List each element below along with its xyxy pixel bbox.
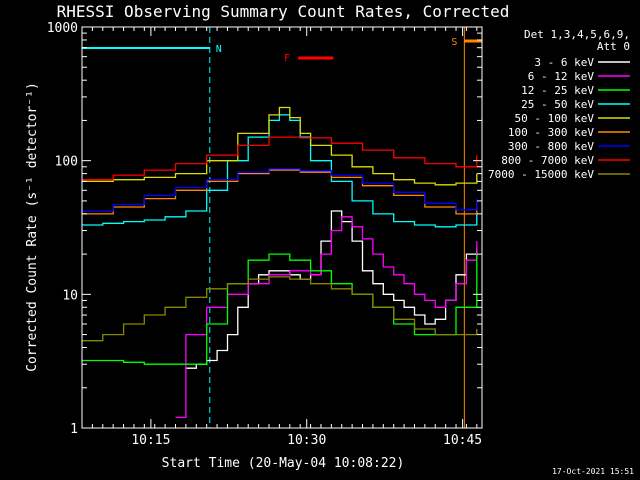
- y-tick-label: 1: [70, 422, 78, 437]
- x-tick-label: 10:45: [443, 433, 482, 448]
- saa-label: S: [451, 37, 457, 48]
- legend-label: 3 - 6 keV: [534, 56, 594, 69]
- legend-label: 25 - 50 keV: [521, 98, 594, 111]
- legend-label: 300 - 800 keV: [508, 140, 594, 153]
- legend-label: 800 - 7000 keV: [501, 154, 594, 167]
- x-tick-label: 10:15: [131, 433, 170, 448]
- plot-area: [82, 27, 482, 428]
- legend-entry: 12 - 25 keV: [521, 84, 630, 97]
- legend-label: 7000 - 15000 keV: [488, 168, 594, 181]
- legend-entry: 3 - 6 keV: [534, 56, 630, 69]
- flare-label: F: [284, 53, 290, 64]
- legend-label: 6 - 12 keV: [528, 70, 595, 83]
- legend-entry: 800 - 7000 keV: [501, 154, 630, 167]
- series-line-6-12keV: [175, 216, 478, 419]
- y-tick-label: 10: [62, 288, 78, 303]
- plot-frame: [81, 26, 483, 429]
- legend-header-line1: Det 1,3,4,5,6,9,: [524, 28, 630, 41]
- series-layer: [82, 106, 478, 419]
- legend-entry: 25 - 50 keV: [521, 98, 630, 111]
- night-label: N: [216, 44, 222, 55]
- legend-label: 50 - 100 keV: [515, 112, 595, 125]
- legend-entry: 7000 - 15000 keV: [488, 168, 630, 181]
- y-axis-ticks: 1 10 100 1000: [47, 21, 482, 437]
- timestamp: 17-Oct-2021 15:51: [552, 467, 634, 476]
- series-line-300-800keV: [82, 168, 478, 212]
- x-axis-label: Start Time (20-May-04 10:08:22): [162, 456, 405, 471]
- series-line-800-7000keV: [82, 136, 478, 181]
- y-tick-label: 100: [55, 155, 78, 170]
- legend-entry: 300 - 800 keV: [508, 140, 630, 153]
- axes: [81, 26, 483, 429]
- y-axis-label: Corrected Count Rate (s⁻¹ detector⁻¹): [25, 82, 40, 372]
- x-axis-ticks: 10:15 10:30 10:45: [81, 27, 482, 448]
- legend-header-line2: Att 0: [597, 40, 630, 53]
- series-line-50-100keV: [82, 106, 478, 186]
- legend-label: 100 - 300 keV: [508, 126, 594, 139]
- orbit-annotations: N F S: [82, 27, 482, 428]
- series-line-3-6keV: [185, 210, 478, 369]
- x-tick-label: 10:30: [287, 433, 326, 448]
- legend-entry: 6 - 12 keV: [528, 70, 630, 83]
- legend-entry: 50 - 100 keV: [515, 112, 630, 125]
- plot-background: [82, 27, 482, 428]
- legend-label: 12 - 25 keV: [521, 84, 594, 97]
- y-tick-label: 1000: [47, 21, 78, 36]
- series-line-7000-15000keV: [82, 276, 478, 342]
- legend-entry: 100 - 300 keV: [508, 126, 630, 139]
- chart-title: RHESSI Observing Summary Count Rates, Co…: [57, 2, 510, 21]
